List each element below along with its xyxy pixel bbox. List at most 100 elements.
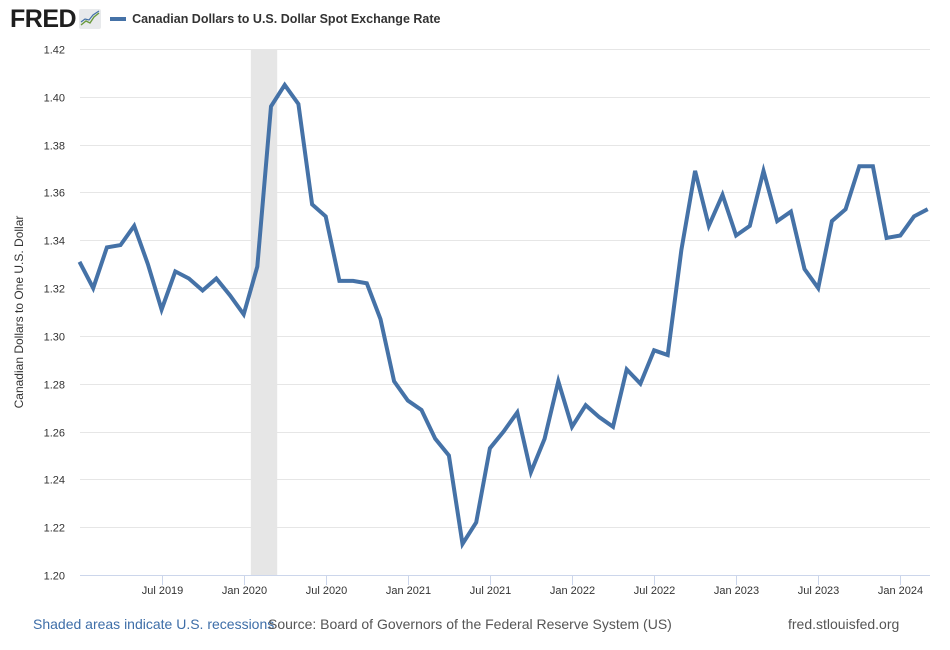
x-tick-label: Jul 2022 <box>634 585 676 597</box>
data-point[interactable] <box>146 262 150 266</box>
data-point[interactable] <box>296 102 300 106</box>
data-point[interactable] <box>871 164 875 168</box>
data-point[interactable] <box>201 289 205 293</box>
data-point[interactable] <box>242 312 246 316</box>
data-point[interactable] <box>652 348 656 352</box>
data-point[interactable] <box>461 542 465 546</box>
data-point[interactable] <box>597 415 601 419</box>
data-point[interactable] <box>160 308 164 312</box>
data-point[interactable] <box>433 437 437 441</box>
data-point[interactable] <box>488 446 492 450</box>
data-point[interactable] <box>78 260 82 264</box>
data-point[interactable] <box>214 277 218 281</box>
fred-logo[interactable]: FRED <box>10 5 77 33</box>
data-point[interactable] <box>324 214 328 218</box>
data-point[interactable] <box>406 399 410 403</box>
data-point[interactable] <box>173 269 177 273</box>
data-point[interactable] <box>666 353 670 357</box>
x-tick-label: Jan 2024 <box>878 585 923 597</box>
grid-layer <box>80 49 930 576</box>
y-tick-label: 1.40 <box>44 93 65 105</box>
series-layer <box>77 81 930 550</box>
y-tick-label: 1.32 <box>44 284 65 296</box>
site-link[interactable]: fred.stlouisfed.org <box>788 616 900 632</box>
x-tick-label: Jul 2023 <box>798 585 840 597</box>
data-point[interactable] <box>119 243 123 247</box>
data-point[interactable] <box>502 430 506 434</box>
y-tick-label: 1.42 <box>44 45 65 57</box>
x-tick-label: Jan 2023 <box>714 585 759 597</box>
y-tick-label: 1.24 <box>44 475 65 487</box>
chart-header: FRED Canadian Dollars to U.S. Dollar Spo… <box>10 6 440 32</box>
data-point[interactable] <box>611 425 615 429</box>
recession-layer <box>250 49 278 575</box>
data-point[interactable] <box>269 104 273 108</box>
data-point[interactable] <box>529 470 533 474</box>
data-point[interactable] <box>255 265 259 269</box>
data-point[interactable] <box>721 193 725 197</box>
data-point[interactable] <box>283 83 287 87</box>
y-tick-label: 1.28 <box>44 380 65 392</box>
x-tick-label: Jul 2020 <box>306 585 348 597</box>
y-tick-label: 1.26 <box>44 428 65 440</box>
data-point[interactable] <box>693 169 697 173</box>
x-tick-label: Jan 2022 <box>550 585 595 597</box>
data-point[interactable] <box>926 207 930 211</box>
data-point[interactable] <box>543 437 547 441</box>
series-line[interactable] <box>77 81 929 550</box>
data-point[interactable] <box>762 169 766 173</box>
y-tick-label: 1.34 <box>44 236 65 248</box>
data-point[interactable] <box>584 403 588 407</box>
data-point[interactable] <box>515 410 519 414</box>
y-tick-label: 1.20 <box>44 571 65 583</box>
data-point[interactable] <box>625 367 629 371</box>
data-point[interactable] <box>885 236 889 240</box>
data-point[interactable] <box>844 207 848 211</box>
data-point[interactable] <box>105 245 109 249</box>
y-tick-label: 1.22 <box>44 523 65 535</box>
data-point[interactable] <box>898 234 902 238</box>
y-axis-ticks: 1.20 1.22 1.24 1.26 1.28 1.30 1.32 1.34 1.36 1.38… <box>44 45 65 583</box>
data-point[interactable] <box>816 286 820 290</box>
data-point[interactable] <box>310 202 314 206</box>
data-point[interactable] <box>392 379 396 383</box>
data-point[interactable] <box>775 219 779 223</box>
data-point[interactable] <box>556 379 560 383</box>
data-point[interactable] <box>912 214 916 218</box>
data-point[interactable] <box>707 224 711 228</box>
source-note: Source: Board of Governors of the Federa… <box>268 616 672 632</box>
x-tick-label: Jul 2019 <box>142 585 184 597</box>
data-point[interactable] <box>132 224 136 228</box>
data-point[interactable] <box>570 425 574 429</box>
legend-swatch <box>110 17 127 21</box>
y-tick-label: 1.36 <box>44 188 65 200</box>
fred-graph-icon <box>79 9 102 29</box>
x-tick-label: Jan 2021 <box>386 585 431 597</box>
data-point[interactable] <box>857 164 861 168</box>
data-point[interactable] <box>228 293 232 297</box>
data-point[interactable] <box>789 210 793 214</box>
x-tick-label: Jul 2021 <box>470 585 512 597</box>
data-point[interactable] <box>91 286 95 290</box>
data-point[interactable] <box>351 279 355 283</box>
data-point[interactable] <box>803 267 807 271</box>
data-point[interactable] <box>638 382 642 386</box>
x-tick-label: Jan 2020 <box>222 585 267 597</box>
data-point[interactable] <box>748 224 752 228</box>
y-tick-label: 1.38 <box>44 141 65 153</box>
data-point[interactable] <box>379 317 383 321</box>
data-point[interactable] <box>734 234 738 238</box>
x-axis-ticks: Jul 2019 Jan 2020 Jul 2020 Jan 2021 Jul 2021… <box>142 575 923 597</box>
data-point[interactable] <box>187 277 191 281</box>
recession-note[interactable]: Shaded areas indicate U.S. recessions <box>33 616 275 632</box>
data-point[interactable] <box>365 281 369 285</box>
legend-label[interactable]: Canadian Dollars to U.S. Dollar Spot Exc… <box>132 12 441 26</box>
data-point[interactable] <box>474 520 478 524</box>
data-point[interactable] <box>447 454 451 458</box>
y-tick-label: 1.30 <box>44 332 65 344</box>
data-point[interactable] <box>830 219 834 223</box>
data-point[interactable] <box>679 248 683 252</box>
data-point[interactable] <box>420 408 424 412</box>
data-point[interactable] <box>337 279 341 283</box>
